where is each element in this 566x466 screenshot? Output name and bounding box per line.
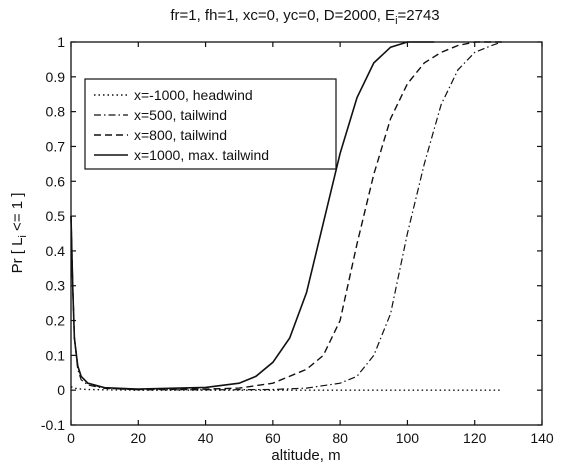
series-line-2 — [70, 41, 502, 391]
y-axis-label: Pr [ Li <= 1 ] — [9, 193, 29, 274]
chart-title: fr=1, fh=1, xc=0, yc=0, D=2000, Ei=2743 — [170, 7, 439, 27]
y-tick-label: -0.1 — [41, 417, 65, 433]
legend-label-1: x=-1000, headwind — [134, 87, 253, 103]
legend: x=-1000, headwind x=500, tailwind x=800, t… — [84, 78, 337, 170]
y-tick-label: 0.7 — [46, 138, 66, 154]
x-tick-label: 60 — [265, 430, 281, 446]
x-tick-label: 0 — [67, 430, 75, 446]
x-tick-label: 20 — [130, 430, 146, 446]
x-tick-label: 100 — [396, 430, 420, 446]
y-tick-label: 1 — [57, 34, 65, 50]
legend-label-2: x=500, tailwind — [134, 107, 227, 123]
y-tick-label: 0.1 — [46, 347, 66, 363]
y-tick-label: 0.2 — [46, 313, 66, 329]
y-tick-label: 0.3 — [46, 278, 66, 294]
legend-label-3: x=800, tailwind — [134, 127, 227, 143]
x-tick-label: 120 — [463, 430, 487, 446]
y-tick-label: 0.6 — [46, 173, 66, 189]
x-tick-label: 140 — [530, 430, 554, 446]
axis-ticks: 0 20 40 60 80 100 120 140-0.100.10.20.30.40.50.… — [41, 34, 554, 446]
y-tick-label: 0 — [57, 382, 65, 398]
series-line-4 — [70, 41, 435, 390]
y-tick-label: 0.4 — [46, 243, 66, 259]
y-tick-label: 0.9 — [46, 69, 66, 85]
series-layer — [70, 41, 502, 391]
y-tick-label: 0.5 — [46, 208, 66, 224]
x-tick-label: 80 — [332, 430, 348, 446]
plot-area: 0 20 40 60 80 100 120 140-0.100.10.20.30.40.50.… — [41, 34, 554, 446]
legend-label-4: x=1000, max. tailwind — [134, 147, 269, 163]
x-axis-label: altitude, m — [271, 447, 340, 464]
legend-box — [84, 78, 337, 170]
x-tick-label: 40 — [198, 430, 214, 446]
y-tick-label: 0.8 — [46, 104, 66, 120]
